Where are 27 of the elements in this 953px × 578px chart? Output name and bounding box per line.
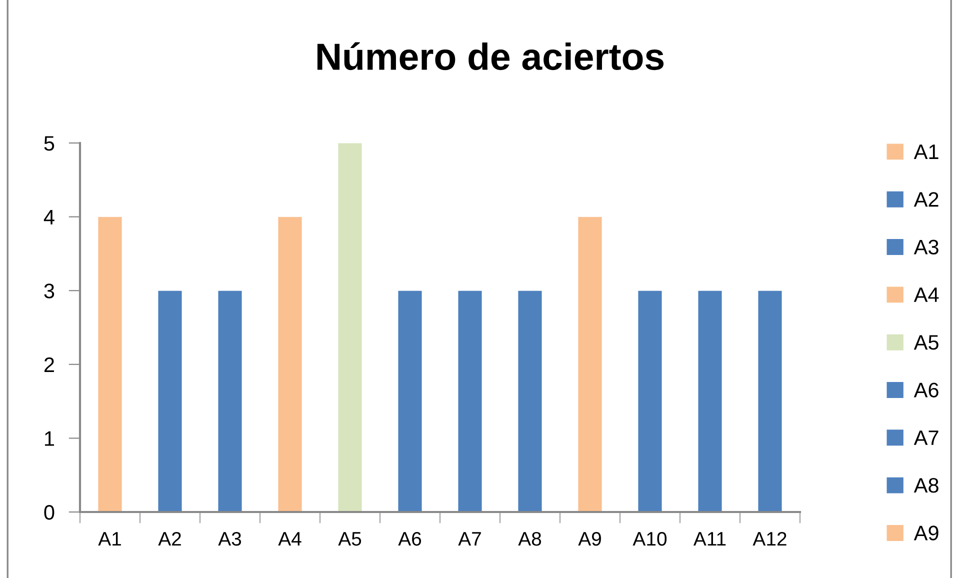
x-tick-label: A9 (578, 532, 601, 546)
legend-label: A4 (914, 288, 939, 302)
legend-label: A6 (914, 382, 938, 398)
y-tick-label: 2 (44, 357, 54, 372)
legend-label: A1 (914, 144, 938, 159)
y-tick-label: 0 (44, 505, 54, 520)
x-tick-label: A2 (158, 532, 181, 546)
x-tick-label: A6 (398, 532, 422, 546)
legend-label: A3 (914, 240, 938, 254)
legend-label: A8 (914, 478, 938, 493)
x-tick-label: A10 (632, 532, 667, 546)
x-tick-label: A4 (278, 532, 302, 546)
y-tick-label: 4 (44, 210, 54, 224)
y-tick-label: 3 (44, 284, 54, 298)
chart-title: Número de aciertos (317, 42, 664, 70)
x-tick-label: A8 (518, 532, 542, 546)
x-tick-label: A3 (218, 532, 242, 546)
x-tick-label: A11 (693, 532, 726, 546)
legend-label: A2 (914, 192, 938, 207)
legend-label: A5 (914, 335, 938, 350)
x-tick-label: A12 (752, 532, 786, 546)
x-tick-label: A5 (338, 532, 362, 546)
y-tick-label: 1 (45, 431, 54, 446)
x-tick-label: A1 (98, 532, 121, 546)
y-tick-label: 5 (44, 136, 54, 151)
legend-label: A7 (914, 430, 938, 445)
x-tick-label: A7 (458, 532, 481, 546)
